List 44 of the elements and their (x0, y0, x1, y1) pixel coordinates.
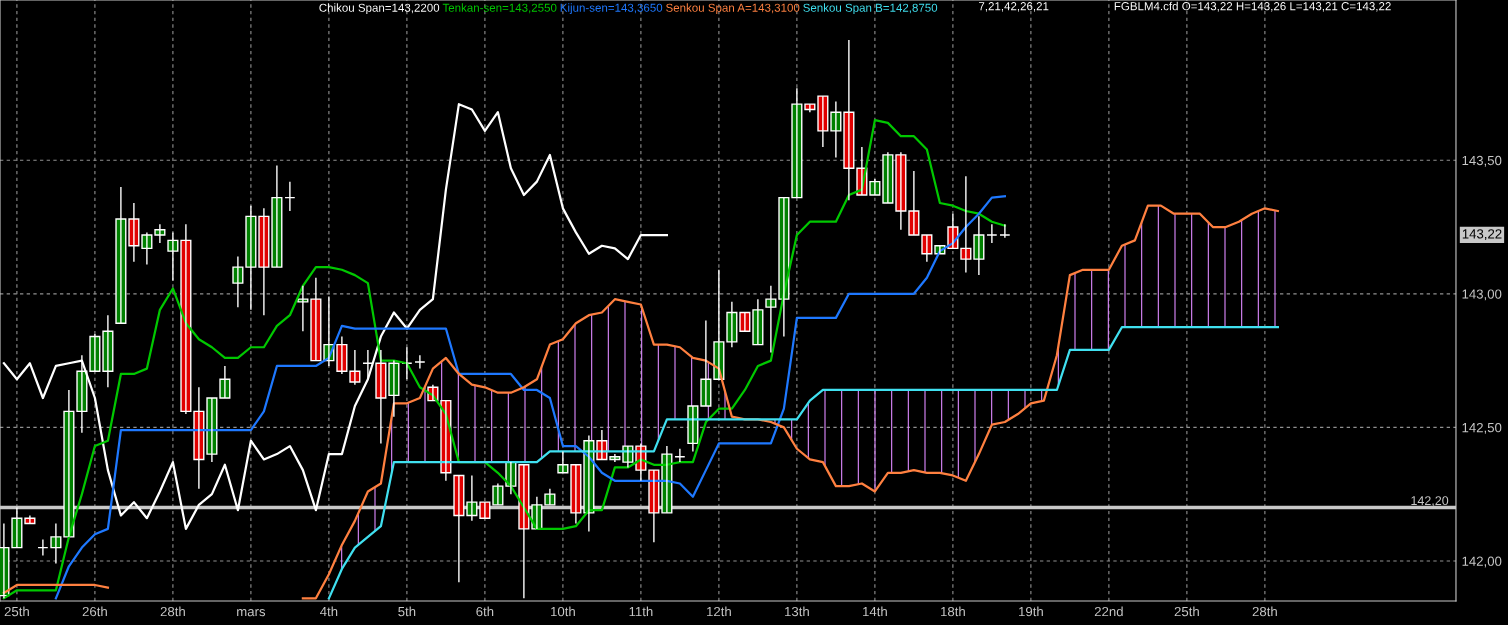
x-tick-label: 28th (1252, 606, 1277, 617)
candlestick (284, 180, 296, 212)
candlestick (297, 285, 309, 332)
candlestick (414, 354, 426, 370)
text: Chikou Span=143,2200 (319, 3, 440, 15)
text: 143,22 (1462, 229, 1502, 241)
x-tick-label: 14th (863, 606, 887, 617)
y-tick-label: 142,50 (1462, 422, 1502, 434)
x-tick-label: 26th (82, 606, 107, 617)
candlestick (739, 311, 751, 332)
line-series (2, 119, 1006, 600)
ref-line-label: 142,20 (1411, 496, 1449, 507)
y-tick-label: 142,00 (1462, 556, 1502, 568)
x-tick-label: 10th (551, 606, 575, 617)
candlestick (37, 538, 49, 557)
x-tick-label: 13th (785, 606, 809, 617)
y-tick-label: 143,00 (1462, 289, 1502, 301)
text: Senkou Span B=142,8750 (803, 3, 938, 15)
x-tick-label: 6th (476, 606, 494, 617)
text: Kijun-sen=143,3650 (560, 3, 663, 15)
line-series (2, 103, 668, 530)
x-tick-label: 5th (398, 606, 416, 617)
x-tick-label: 4th (320, 606, 338, 617)
x-tick-label: 18th (941, 606, 965, 617)
candlestick (479, 501, 491, 519)
text: Senkou Span A=143,3100 (666, 3, 800, 15)
x-tick-label: 22nd (1094, 606, 1123, 617)
line-series (327, 326, 1279, 600)
candlestick (986, 223, 998, 244)
x-tick-label: 25th (1174, 606, 1199, 617)
y-tick-label: 143,50 (1462, 155, 1502, 167)
candlestick (999, 223, 1011, 239)
candlestick (362, 349, 374, 380)
annotation: 7,21,42,26,21 (979, 2, 1049, 12)
candlestick (674, 448, 686, 463)
x-tick-label: 25th (4, 606, 29, 617)
x-tick-label: 28th (160, 606, 185, 617)
x-tick-label: 11th (629, 606, 653, 617)
x-tick-label: 19th (1019, 606, 1043, 617)
x-tick-label: mars (237, 609, 266, 617)
x-tick-label: 12th (707, 606, 731, 617)
annotation: FGBLM4.cfd O=143,22 H=143,26 L=143,21 C=143,22 (1114, 1, 1391, 12)
line-series (54, 195, 1006, 600)
text: Tenkan-sen=143,2550 (442, 3, 557, 14)
